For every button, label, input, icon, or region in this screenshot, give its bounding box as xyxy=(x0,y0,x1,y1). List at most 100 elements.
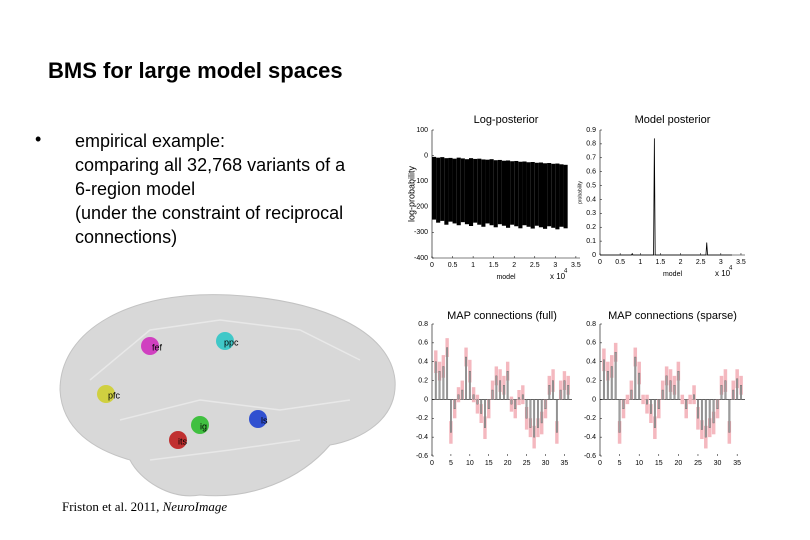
x-tick-label: 3.5 xyxy=(571,262,581,269)
x-tick-label: 1 xyxy=(638,259,642,266)
x-tick-label: 1.5 xyxy=(656,259,666,266)
node-label: ppc xyxy=(224,337,239,347)
citation: Friston et al. 2011, NeuroImage xyxy=(62,499,227,514)
bar xyxy=(510,399,513,405)
bar xyxy=(529,399,532,428)
bar xyxy=(685,399,688,410)
bullet-dot: • xyxy=(35,129,41,149)
bar xyxy=(491,389,494,400)
range-band xyxy=(464,159,469,225)
bullet-line: connections) xyxy=(75,227,177,247)
y-tick-label: 0.4 xyxy=(586,196,596,203)
range-band xyxy=(534,162,539,226)
x-tick-label: 0.5 xyxy=(448,262,458,269)
bar xyxy=(638,372,641,400)
x-tick-label: 25 xyxy=(694,460,702,467)
y-tick-label: -0.4 xyxy=(416,434,428,441)
bar xyxy=(704,399,707,438)
range-band xyxy=(440,157,445,221)
bar xyxy=(634,356,637,400)
x-multiplier: x 10 xyxy=(715,269,731,278)
y-tick-label: 0.9 xyxy=(586,127,596,134)
x-tick-label: 1.5 xyxy=(489,262,499,269)
slide-title: BMS for large model spaces xyxy=(48,58,343,83)
error-bar xyxy=(625,394,630,405)
bar xyxy=(468,370,471,400)
citation-journal: NeuroImage xyxy=(162,499,228,514)
y-tick-label: -0.4 xyxy=(584,434,596,441)
bar xyxy=(544,399,547,410)
y-tick-label: 0 xyxy=(592,396,596,403)
range-band xyxy=(493,160,498,228)
node-labels: fef ppc pfc ig ls its xyxy=(108,337,268,446)
y-tick-label: 0.5 xyxy=(586,182,596,189)
bar xyxy=(453,399,456,410)
bar xyxy=(446,347,449,400)
range-band xyxy=(432,156,437,220)
x-tick-label: 5 xyxy=(449,460,453,467)
bar xyxy=(533,399,536,438)
x-tick-label: 0 xyxy=(430,262,434,269)
range-band xyxy=(543,163,548,229)
x-tick-label: 35 xyxy=(561,460,569,467)
x-tick-label: 15 xyxy=(655,460,663,467)
bar xyxy=(661,389,664,400)
range-band xyxy=(538,162,543,228)
bar xyxy=(708,399,711,428)
chart-title: Log-posterior xyxy=(474,114,539,126)
bar xyxy=(434,361,437,400)
x-exponent: 4 xyxy=(729,266,733,272)
bar xyxy=(442,366,445,400)
node xyxy=(249,410,267,428)
range-band xyxy=(448,157,453,222)
range-band xyxy=(460,158,465,223)
x-tick-label: 0 xyxy=(430,460,434,467)
bar xyxy=(630,389,633,400)
y-tick-label: 0.7 xyxy=(586,155,596,162)
node-label: its xyxy=(178,436,188,446)
bar xyxy=(484,399,486,428)
error-bar xyxy=(680,394,685,405)
x-tick-label: 10 xyxy=(635,460,643,467)
x-tick-label: 15 xyxy=(485,460,493,467)
range-band xyxy=(469,158,474,226)
range-band xyxy=(526,162,531,227)
x-axis-label: model xyxy=(496,274,516,281)
bullet-line: empirical example: xyxy=(75,131,225,151)
x-tick-label: 30 xyxy=(542,460,550,467)
y-tick-label: 0.2 xyxy=(586,377,596,384)
x-tick-label: 3 xyxy=(553,262,557,269)
x-tick-label: 0.5 xyxy=(615,259,625,266)
x-axis-label: model xyxy=(663,271,683,278)
bar xyxy=(457,394,460,400)
bar xyxy=(614,352,617,400)
node-label: fef xyxy=(152,342,163,352)
bar xyxy=(506,370,509,400)
y-tick-label: 0.3 xyxy=(586,210,596,217)
x-tick-label: 25 xyxy=(523,460,531,467)
x-tick-label: 35 xyxy=(733,460,741,467)
node xyxy=(216,332,234,350)
bar xyxy=(487,399,490,410)
line xyxy=(600,138,732,256)
bullet-line: (under the constraint of reciprocal xyxy=(75,203,343,223)
bar xyxy=(657,399,660,410)
y-tick-label: -0.6 xyxy=(584,453,596,460)
node xyxy=(169,431,187,449)
bar xyxy=(555,399,558,433)
range-band xyxy=(489,159,494,226)
chart-title: MAP connections (sparse) xyxy=(608,310,737,322)
bar xyxy=(525,399,528,419)
y-tick-label: 0.6 xyxy=(586,169,596,176)
y-tick-label: -400 xyxy=(414,255,428,262)
brain: fef ppc pfc ig ls its xyxy=(59,294,396,497)
y-tick-label: -100 xyxy=(414,178,428,185)
y-tick-label: -0.6 xyxy=(416,453,428,460)
y-axis-label: log-probability xyxy=(406,165,416,222)
bullet-line: 6-region model xyxy=(75,179,195,199)
bar xyxy=(540,399,543,424)
x-tick-label: 5 xyxy=(618,460,622,467)
bar xyxy=(669,380,672,400)
chart-title: Model posterior xyxy=(635,114,711,126)
